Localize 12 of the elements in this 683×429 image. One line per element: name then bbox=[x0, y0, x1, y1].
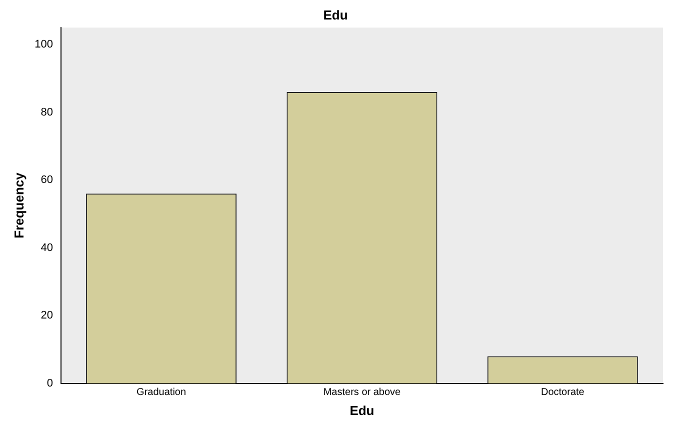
y-tick-label: 20 bbox=[40, 310, 53, 322]
y-tick-label: 40 bbox=[40, 242, 53, 254]
x-tick-label: Masters or above bbox=[323, 387, 402, 398]
y-tick-label: 60 bbox=[40, 174, 53, 186]
y-axis-title: Frequency bbox=[11, 172, 26, 238]
x-tick-label: Doctorate bbox=[540, 387, 585, 398]
chart-title: Edu bbox=[323, 7, 348, 22]
x-tick-label: Graduation bbox=[136, 387, 186, 398]
y-tick-label: 80 bbox=[40, 106, 53, 118]
y-tick-label: 0 bbox=[46, 377, 53, 390]
x-axis-title: Edu bbox=[350, 402, 374, 418]
y-tick-label: 100 bbox=[34, 38, 53, 51]
